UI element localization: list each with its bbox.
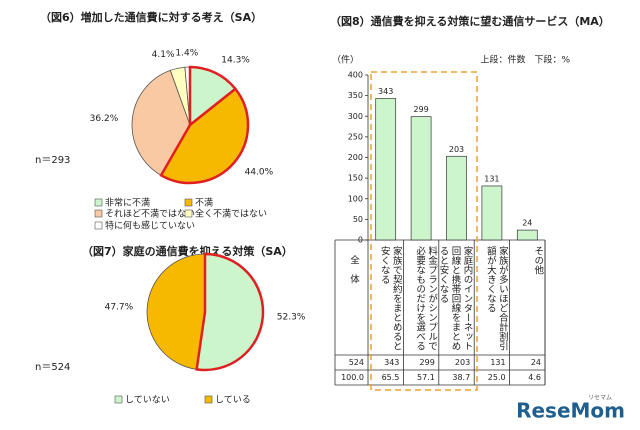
chart-title: （図8）通信費を抑える対策に望む通信サービス（MA）: [330, 14, 610, 28]
value-label: 36.2%: [90, 114, 119, 124]
table-percent: 65.5: [382, 373, 400, 382]
table-percent: 100.0: [341, 373, 364, 382]
legend-label: それほど不満ではない: [105, 209, 195, 220]
category-label: 家族で契約をまとめると安くなる: [378, 246, 402, 351]
chart-title: （図7）家庭の通信費を抑える対策（SA）: [82, 244, 293, 258]
table-percent: 57.1: [417, 373, 435, 382]
y-tick-label: 300: [348, 112, 363, 121]
legend-label: 不満: [195, 198, 213, 209]
legend-swatch: [94, 221, 103, 230]
value-label: 47.7%: [105, 302, 134, 312]
value-label: 52.3%: [277, 313, 306, 323]
table-count: 203: [455, 358, 470, 367]
value-label: 299: [413, 105, 428, 114]
table-count: 24: [531, 358, 541, 367]
y-tick-label: 200: [348, 153, 363, 162]
legend-swatch: [184, 209, 193, 218]
category-label: 料金プランがシンプルで必要なものだけを選べる: [414, 246, 438, 351]
y-tick-label: 150: [348, 174, 363, 183]
sample-size: n＝293: [35, 155, 70, 166]
watermark: ReseMom: [516, 399, 625, 423]
category-label: その他: [532, 246, 544, 275]
value-label: 131: [484, 174, 499, 183]
value-label: 44.0%: [245, 167, 274, 177]
legend-label: 非常に不満: [105, 197, 150, 209]
value-label: 4.1%: [152, 50, 175, 60]
legend-swatch: [184, 198, 193, 207]
value-label: 343: [378, 87, 393, 96]
y-tick-label: 0: [358, 236, 363, 245]
table-count: 343: [384, 358, 399, 367]
table-percent: 25.0: [488, 373, 506, 382]
value-label: 14.3%: [221, 56, 250, 66]
bar: [481, 185, 503, 241]
category-label: 家庭内のインターネット回線と携帯回線をまとめると安くなる: [437, 246, 473, 351]
pie-slice: [195, 252, 265, 372]
legend-label: 特に何も感じていない: [105, 220, 195, 232]
legend-label: していない: [125, 395, 170, 406]
value-label: 203: [449, 145, 464, 154]
bar: [410, 116, 432, 241]
category-label: 家族が多いほど合計割引額が大きくなる: [484, 246, 508, 351]
y-tick-label: 50: [353, 215, 363, 224]
table-count: 524: [349, 358, 364, 367]
table-count: 131: [490, 358, 505, 367]
value-label: 1.4%: [175, 49, 198, 59]
legend-swatch: [204, 395, 213, 404]
table-percent: 4.6: [528, 373, 541, 382]
legend-swatch: [94, 198, 103, 207]
y-tick-label: 400: [348, 71, 363, 80]
chart-title: （図6）増加した通信費に対する考え（SA）: [40, 10, 262, 24]
legend-swatch: [114, 395, 123, 404]
bar: [446, 155, 467, 241]
table-count: 299: [420, 358, 435, 367]
bar: [516, 229, 538, 241]
pie-slice: [159, 87, 250, 185]
legend-label: している: [215, 395, 251, 406]
bar: [375, 98, 397, 241]
legend-label: 全く不満ではない: [195, 208, 267, 220]
value-label: 24: [522, 219, 532, 228]
watermark-sub: リセマム: [588, 395, 612, 402]
legend-swatch: [94, 209, 103, 218]
pie-slice: [146, 253, 206, 370]
y-tick-label: 350: [348, 91, 363, 100]
row-header: 全 体: [348, 255, 359, 284]
y-tick-label: 100: [348, 194, 363, 203]
sample-size: n＝524: [35, 362, 70, 373]
table-percent: 38.7: [452, 373, 470, 382]
y-axis-label: （件）: [332, 54, 359, 66]
highlight-box: [370, 71, 478, 391]
table-note: 上段：件数 下段：%: [480, 54, 570, 66]
y-tick-label: 250: [348, 132, 363, 141]
